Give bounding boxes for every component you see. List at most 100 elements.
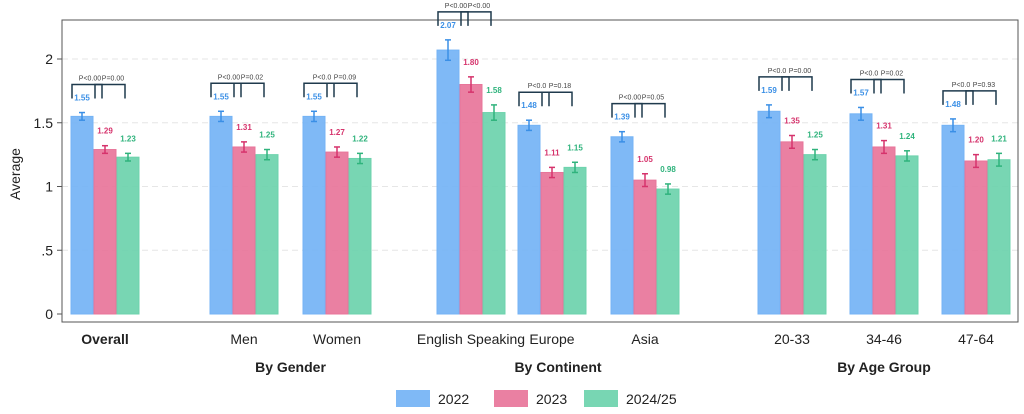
bar-2024-25	[348, 157, 372, 315]
y-tick-label: 0	[45, 306, 53, 322]
bar-2023	[93, 149, 117, 315]
legend-label: 2023	[536, 391, 567, 407]
data-label: 1.35	[784, 117, 800, 126]
p-value-label: P=0.93	[973, 82, 995, 89]
significance-bracket	[460, 11, 492, 26]
x-tick-label: 47-64	[958, 331, 994, 347]
annotation-layer: P<0.00 P=0.00 P<0.00 P=0.02 P<0.0 P=0.09P<0.0…	[71, 3, 997, 118]
data-label: 2.07	[440, 21, 456, 30]
p-value-label: P=0.09	[334, 74, 356, 81]
p-value-label: P<0.00	[445, 3, 467, 10]
data-label: 1.23	[120, 134, 136, 143]
p-value-label: P=0.02	[241, 74, 263, 81]
significance-bracket	[634, 102, 666, 118]
data-label: 1.55	[306, 92, 322, 101]
data-label: 1.11	[544, 148, 560, 157]
significance-bracket	[758, 76, 790, 91]
significance-bracket	[210, 82, 242, 98]
data-label: 1.80	[463, 58, 479, 67]
significance-bracket	[233, 82, 265, 98]
p-value-label: P<0.0	[768, 68, 787, 75]
p-value-label: P=0.05	[642, 95, 664, 102]
significance-bracket	[611, 102, 643, 118]
group-label: By Gender	[255, 359, 326, 375]
significance-bracket	[873, 78, 905, 94]
data-label: 1.59	[761, 86, 777, 95]
significance-bracket	[94, 83, 126, 99]
bar-2022	[209, 115, 233, 315]
bar-2022	[70, 115, 94, 315]
significance-bracket	[541, 91, 573, 107]
bar-2023	[780, 141, 804, 315]
bar-2024-25	[803, 154, 827, 315]
legend-swatch	[584, 390, 618, 407]
bar-2023	[325, 151, 349, 315]
p-value-label: P<0.0	[952, 82, 971, 89]
x-tick-label: Women	[313, 331, 361, 347]
legend-swatch	[494, 390, 528, 407]
data-label: 1.48	[521, 101, 537, 110]
p-value-label: P<0.0	[528, 83, 547, 90]
plot-frame	[61, 19, 1019, 323]
bar-2023	[872, 146, 896, 315]
y-axis-label: Average	[7, 148, 23, 200]
bar-2024-25	[563, 166, 587, 315]
significance-bracket	[326, 82, 358, 98]
bar-2022	[610, 136, 634, 315]
bar-2024-25	[987, 159, 1011, 315]
p-value-label: P=0.00	[102, 76, 124, 83]
data-label: 1.25	[259, 131, 275, 140]
data-label: 1.39	[614, 113, 630, 122]
y-tick-label: 1	[45, 179, 53, 195]
significance-bracket	[850, 78, 882, 94]
x-tick-label: English Speaking	[417, 331, 525, 347]
data-label: 1.24	[899, 132, 915, 141]
x-tick-label: Asia	[631, 331, 658, 347]
data-label: 1.25	[807, 131, 823, 140]
bar-2024-25	[482, 112, 506, 315]
bar-2023	[633, 179, 657, 315]
y-tick-label: .5	[41, 242, 53, 258]
x-tick-label: 20-33	[774, 331, 810, 347]
data-label: 1.27	[329, 128, 345, 137]
legend-swatch	[396, 390, 430, 407]
y-tick-label: 1.5	[34, 115, 54, 131]
p-value-label: P<0.0	[860, 70, 879, 77]
significance-bracket	[303, 82, 335, 98]
data-label: 1.31	[236, 123, 252, 132]
significance-bracket	[437, 11, 469, 26]
bar-2024-25	[656, 188, 680, 315]
bar-2024-25	[895, 155, 919, 315]
bar-2022	[941, 124, 965, 315]
significance-bracket	[942, 90, 974, 105]
data-label: 1.55	[74, 94, 90, 103]
data-label: 1.55	[213, 92, 229, 101]
data-label: 0.98	[660, 165, 676, 174]
legend: 2022 2023 2024/25	[396, 390, 677, 407]
p-value-label: P<0.00	[468, 3, 490, 10]
data-label: 1.31	[876, 122, 892, 131]
data-label: 1.58	[486, 86, 502, 95]
p-value-label: P<0.00	[619, 95, 641, 102]
bar-2023	[232, 146, 256, 315]
p-value-label: P<0.00	[218, 74, 240, 81]
bar-2024-25	[116, 156, 140, 315]
data-label: 1.22	[352, 134, 368, 143]
data-label: 1.21	[991, 134, 1007, 143]
bar-2022	[436, 49, 460, 315]
bar-2023	[964, 160, 988, 315]
bar-2022	[517, 124, 541, 315]
significance-bracket	[781, 76, 813, 91]
p-value-label: P=0.18	[549, 83, 571, 90]
data-label: 1.05	[637, 155, 653, 164]
data-label: 1.29	[97, 127, 113, 136]
data-label: 1.20	[968, 136, 984, 145]
x-tick-label: Men	[230, 331, 257, 347]
group-label: By Continent	[514, 359, 601, 375]
data-label: 1.48	[945, 100, 961, 109]
bar-2022	[757, 110, 781, 315]
x-tick-label: 34-46	[866, 331, 902, 347]
p-value-label: P=0.02	[881, 70, 903, 77]
bar-2023	[540, 171, 564, 315]
